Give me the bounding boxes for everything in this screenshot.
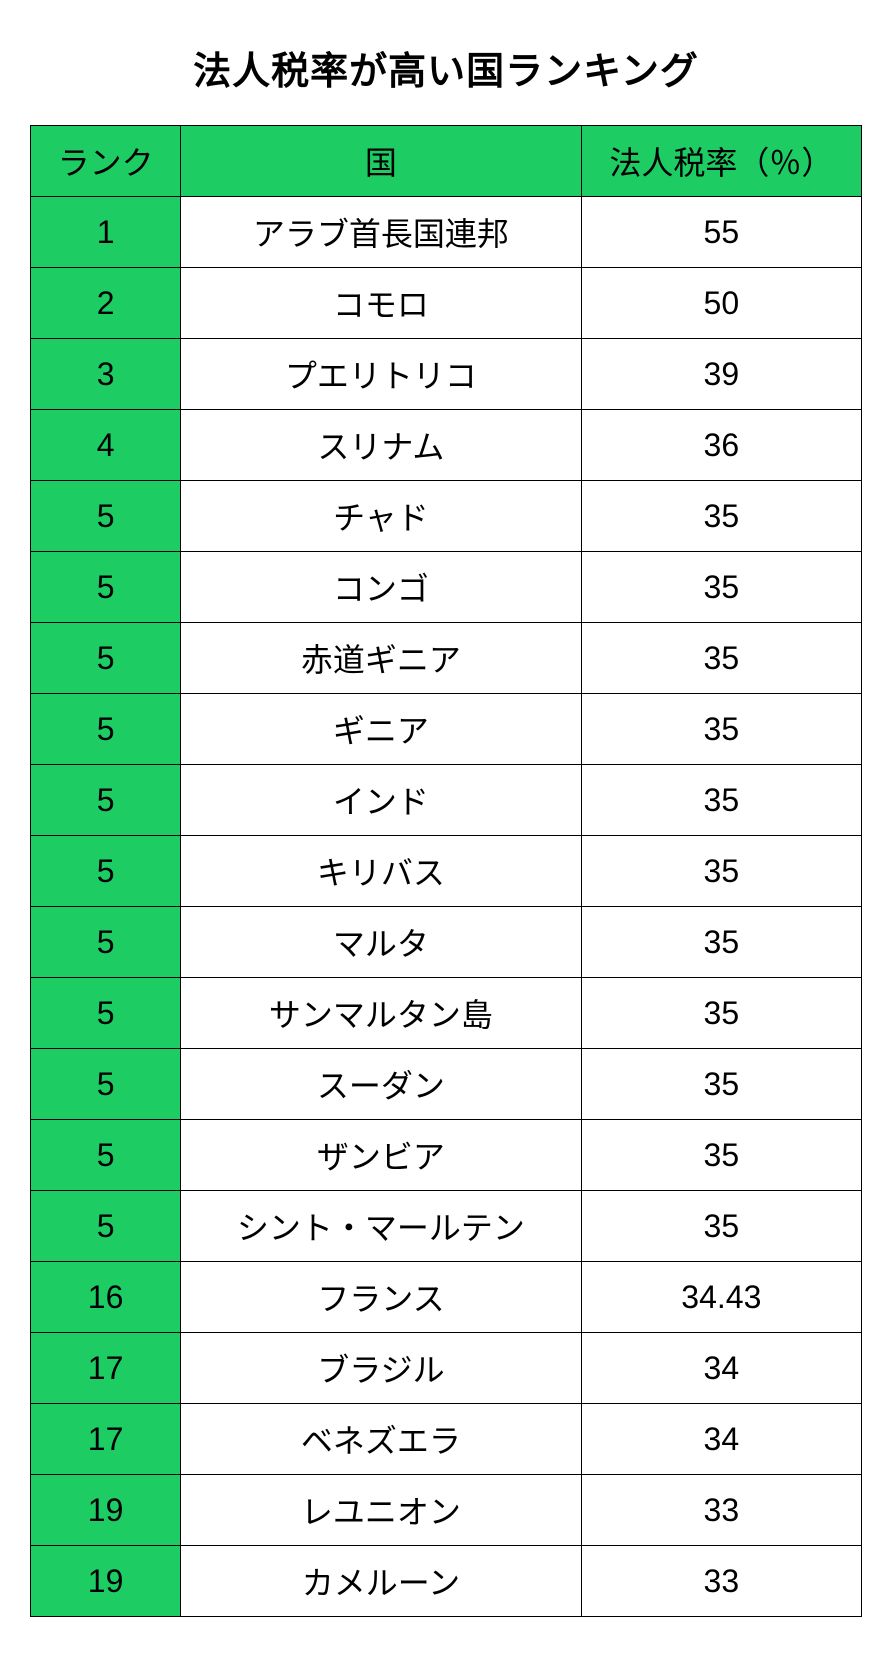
rate-cell: 35: [581, 623, 861, 694]
table-body: 1アラブ首長国連邦552コモロ503プエリトリコ394スリナム365チャド355…: [31, 197, 862, 1617]
rate-cell: 34: [581, 1404, 861, 1475]
rate-cell: 50: [581, 268, 861, 339]
country-cell: ギニア: [181, 694, 581, 765]
rate-cell: 35: [581, 978, 861, 1049]
rank-cell: 5: [31, 836, 181, 907]
rank-cell: 19: [31, 1546, 181, 1617]
rate-cell: 55: [581, 197, 861, 268]
country-cell: レユニオン: [181, 1475, 581, 1546]
country-cell: ザンビア: [181, 1120, 581, 1191]
country-cell: キリバス: [181, 836, 581, 907]
rate-cell: 35: [581, 481, 861, 552]
rank-cell: 1: [31, 197, 181, 268]
table-row: 5インド35: [31, 765, 862, 836]
country-cell: カメルーン: [181, 1546, 581, 1617]
country-cell: サンマルタン島: [181, 978, 581, 1049]
country-cell: スーダン: [181, 1049, 581, 1120]
rank-cell: 5: [31, 907, 181, 978]
rate-cell: 35: [581, 836, 861, 907]
country-cell: シント・マールテン: [181, 1191, 581, 1262]
rank-cell: 5: [31, 1120, 181, 1191]
rank-cell: 19: [31, 1475, 181, 1546]
table-row: 5キリバス35: [31, 836, 862, 907]
table-row: 19レユニオン33: [31, 1475, 862, 1546]
rank-cell: 17: [31, 1333, 181, 1404]
rank-cell: 5: [31, 765, 181, 836]
country-cell: コモロ: [181, 268, 581, 339]
table-row: 5シント・マールテン35: [31, 1191, 862, 1262]
page-title: 法人税率が高い国ランキング: [30, 40, 862, 95]
country-cell: ベネズエラ: [181, 1404, 581, 1475]
country-cell: インド: [181, 765, 581, 836]
table-header-row: ランク 国 法人税率（％）: [31, 126, 862, 197]
country-cell: ブラジル: [181, 1333, 581, 1404]
rate-cell: 35: [581, 1120, 861, 1191]
table-row: 5チャド35: [31, 481, 862, 552]
table-row: 5マルタ35: [31, 907, 862, 978]
table-row: 16フランス34.43: [31, 1262, 862, 1333]
rate-cell: 33: [581, 1546, 861, 1617]
rank-cell: 5: [31, 978, 181, 1049]
country-cell: スリナム: [181, 410, 581, 481]
rate-cell: 34.43: [581, 1262, 861, 1333]
table-row: 5サンマルタン島35: [31, 978, 862, 1049]
table-row: 4スリナム36: [31, 410, 862, 481]
table-row: 19カメルーン33: [31, 1546, 862, 1617]
table-row: 5コンゴ35: [31, 552, 862, 623]
rate-cell: 35: [581, 694, 861, 765]
rank-cell: 5: [31, 1049, 181, 1120]
rank-cell: 2: [31, 268, 181, 339]
rank-cell: 3: [31, 339, 181, 410]
rank-cell: 4: [31, 410, 181, 481]
ranking-table: ランク 国 法人税率（％） 1アラブ首長国連邦552コモロ503プエリトリコ39…: [30, 125, 862, 1617]
rate-cell: 35: [581, 552, 861, 623]
rate-cell: 34: [581, 1333, 861, 1404]
rate-cell: 35: [581, 765, 861, 836]
rank-cell: 5: [31, 481, 181, 552]
rate-cell: 35: [581, 1191, 861, 1262]
country-cell: フランス: [181, 1262, 581, 1333]
country-cell: コンゴ: [181, 552, 581, 623]
table-row: 5ギニア35: [31, 694, 862, 765]
rate-cell: 33: [581, 1475, 861, 1546]
rate-cell: 35: [581, 1049, 861, 1120]
rank-cell: 16: [31, 1262, 181, 1333]
rank-cell: 5: [31, 694, 181, 765]
rate-cell: 35: [581, 907, 861, 978]
rank-cell: 5: [31, 552, 181, 623]
country-cell: マルタ: [181, 907, 581, 978]
table-row: 3プエリトリコ39: [31, 339, 862, 410]
country-cell: 赤道ギニア: [181, 623, 581, 694]
table-row: 5スーダン35: [31, 1049, 862, 1120]
rank-cell: 17: [31, 1404, 181, 1475]
table-row: 1アラブ首長国連邦55: [31, 197, 862, 268]
rank-cell: 5: [31, 623, 181, 694]
header-country: 国: [181, 126, 581, 197]
table-row: 2コモロ50: [31, 268, 862, 339]
header-rank: ランク: [31, 126, 181, 197]
country-cell: アラブ首長国連邦: [181, 197, 581, 268]
header-rate: 法人税率（％）: [581, 126, 861, 197]
table-row: 5ザンビア35: [31, 1120, 862, 1191]
rate-cell: 36: [581, 410, 861, 481]
rank-cell: 5: [31, 1191, 181, 1262]
country-cell: プエリトリコ: [181, 339, 581, 410]
country-cell: チャド: [181, 481, 581, 552]
table-row: 17ブラジル34: [31, 1333, 862, 1404]
table-row: 17ベネズエラ34: [31, 1404, 862, 1475]
rate-cell: 39: [581, 339, 861, 410]
table-row: 5赤道ギニア35: [31, 623, 862, 694]
